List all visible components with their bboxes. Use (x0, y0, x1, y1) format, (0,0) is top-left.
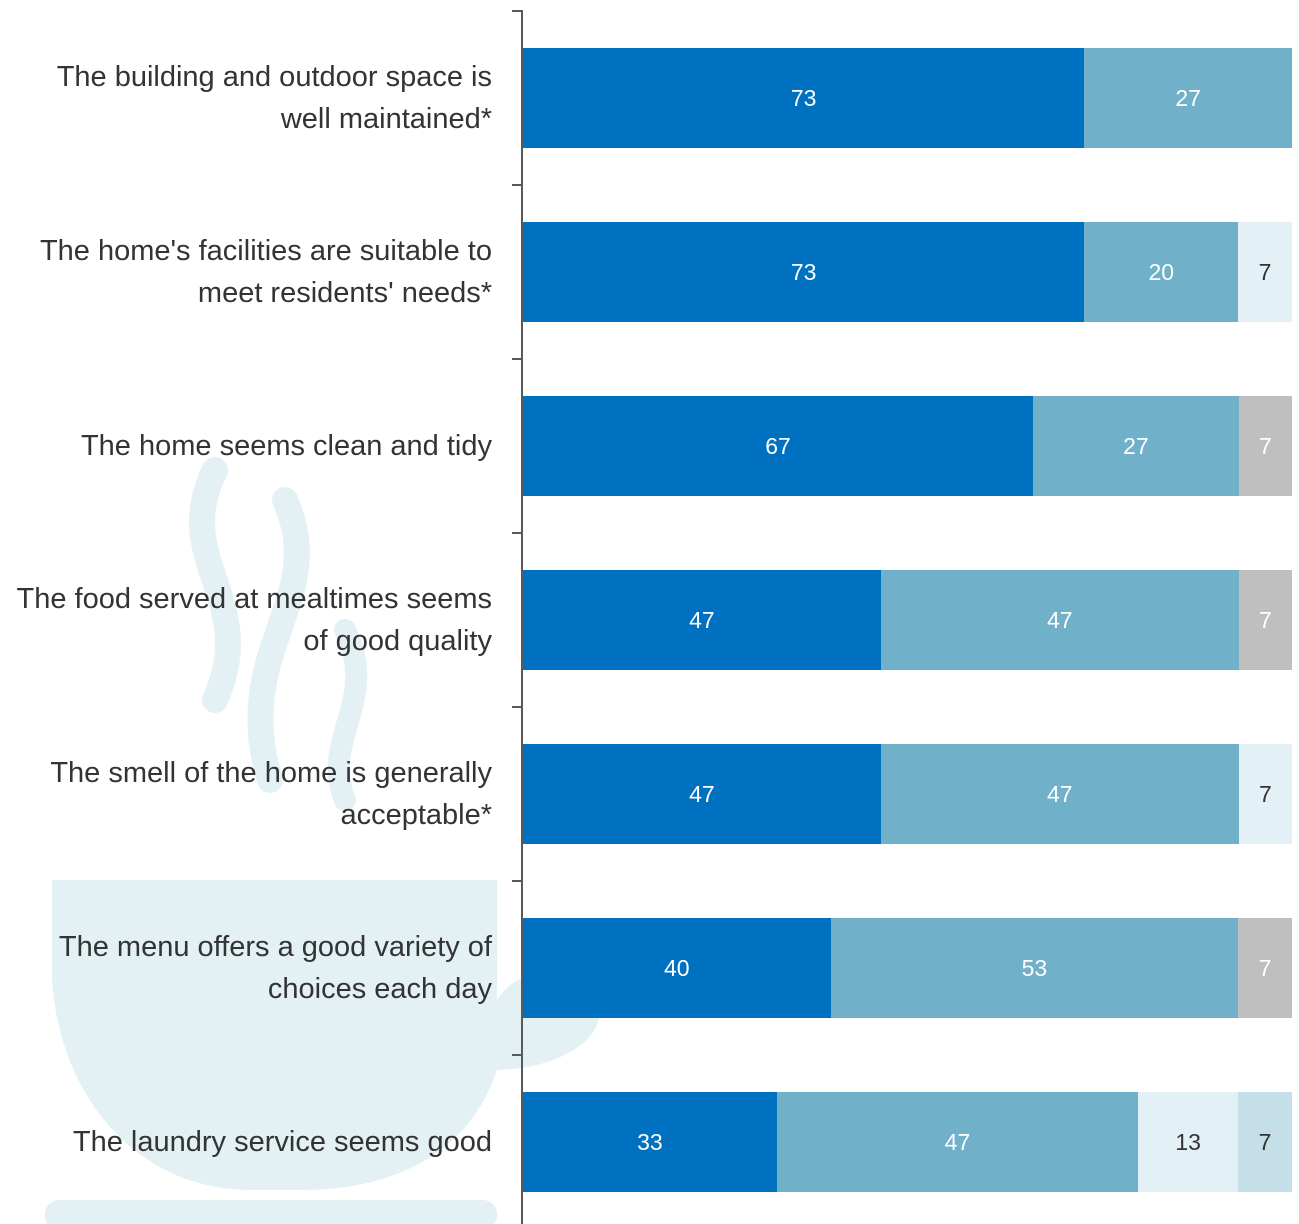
value-label: 73 (791, 259, 817, 286)
bar-segment: 67 (523, 396, 1033, 496)
bar-segment: 7 (1239, 744, 1292, 844)
category-label: The laundry service seems good (0, 1092, 492, 1192)
saucer (45, 1200, 497, 1224)
bar-segment: 40 (523, 918, 831, 1018)
bar-segment: 33 (523, 1092, 777, 1192)
value-label: 47 (689, 607, 715, 634)
category-label: The home's facilities are suitable to me… (0, 222, 492, 322)
value-label: 40 (664, 955, 690, 982)
value-label: 27 (1123, 433, 1149, 460)
bar-segment: 7 (1239, 396, 1292, 496)
tick-mark (512, 706, 522, 708)
value-label: 73 (791, 85, 817, 112)
value-label: 53 (1022, 955, 1048, 982)
tick-mark (512, 532, 522, 534)
bar-segment: 47 (881, 570, 1239, 670)
value-label: 47 (945, 1129, 971, 1156)
bar-segment: 20 (1084, 222, 1238, 322)
value-label: 20 (1148, 259, 1174, 286)
bar-segment: 73 (523, 222, 1084, 322)
bar-segment: 47 (777, 1092, 1138, 1192)
bar-segment: 27 (1084, 48, 1292, 148)
tick-mark (512, 184, 522, 186)
value-label: 13 (1175, 1129, 1201, 1156)
bar-segment: 7 (1238, 222, 1292, 322)
bar-segment: 13 (1138, 1092, 1238, 1192)
value-label: 47 (1047, 781, 1073, 808)
value-label: 7 (1259, 433, 1272, 460)
tick-mark (512, 358, 522, 360)
bar-segment: 47 (523, 744, 881, 844)
value-label: 7 (1259, 955, 1272, 982)
tick-mark (512, 10, 522, 12)
bar-segment: 47 (523, 570, 881, 670)
value-label: 27 (1175, 85, 1201, 112)
bar-segment: 47 (881, 744, 1239, 844)
value-label: 47 (1047, 607, 1073, 634)
category-label: The smell of the home is generally accep… (0, 744, 492, 844)
chart: The building and outdoor space is well m… (0, 0, 1299, 1224)
category-label: The building and outdoor space is well m… (0, 48, 492, 148)
category-label: The home seems clean and tidy (0, 396, 492, 496)
value-label: 7 (1259, 259, 1272, 286)
value-label: 47 (689, 781, 715, 808)
bar-segment: 53 (831, 918, 1239, 1018)
value-label: 67 (765, 433, 791, 460)
bar-segment: 27 (1033, 396, 1239, 496)
value-label: 7 (1259, 781, 1272, 808)
category-label: The food served at mealtimes seems of go… (0, 570, 492, 670)
bar-segment: 7 (1238, 918, 1292, 1018)
value-label: 33 (637, 1129, 663, 1156)
bar-segment: 73 (523, 48, 1084, 148)
tick-mark (512, 880, 522, 882)
tick-mark (512, 1054, 522, 1056)
value-label: 7 (1259, 607, 1272, 634)
value-label: 7 (1259, 1129, 1272, 1156)
bar-segment: 7 (1238, 1092, 1292, 1192)
category-label: The menu offers a good variety of choice… (0, 918, 492, 1018)
bar-segment: 7 (1239, 570, 1292, 670)
